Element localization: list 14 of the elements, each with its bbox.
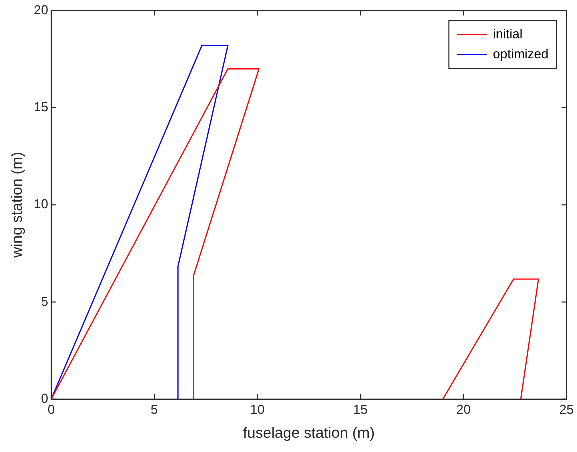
legend-label: initial — [493, 26, 523, 42]
y-axis-title: wing station (m) — [9, 152, 26, 260]
y-tick-label: 0 — [41, 390, 48, 406]
x-tick-label: 10 — [250, 402, 265, 417]
x-tick-label: 5 — [150, 402, 158, 417]
x-axis-title: fuselage station (m) — [243, 425, 375, 442]
y-tick-label: 20 — [34, 2, 48, 18]
x-tick-label: 15 — [353, 402, 368, 417]
x-tick-label: 20 — [456, 402, 471, 417]
y-tick-label: 5 — [41, 294, 48, 309]
y-tick-label: 15 — [34, 100, 48, 115]
y-tick-label: 10 — [34, 196, 48, 212]
legend-label: optimized — [493, 46, 549, 62]
x-tick-label: 25 — [560, 402, 574, 417]
